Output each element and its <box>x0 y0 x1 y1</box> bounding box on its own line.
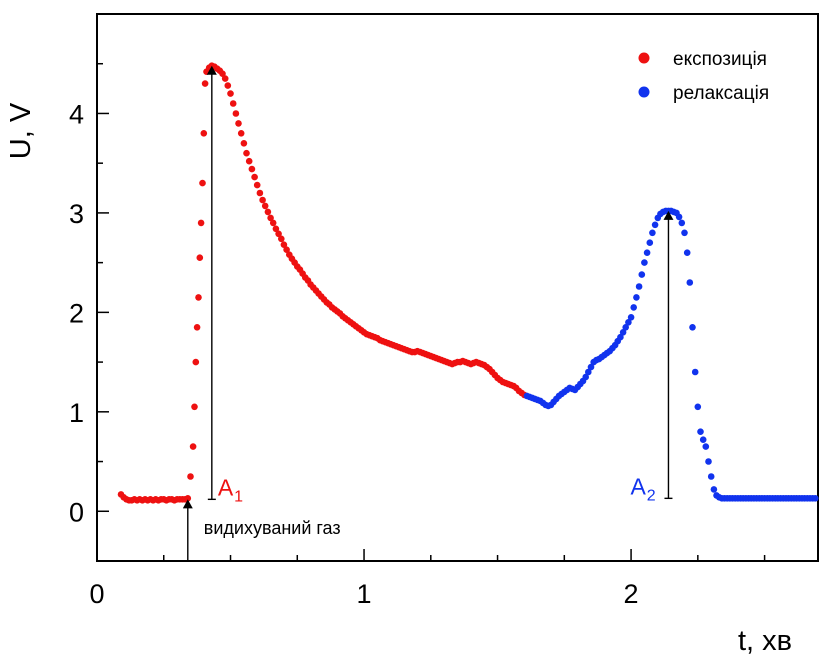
exposure-point <box>253 181 261 189</box>
relaxation-point <box>617 333 624 341</box>
relaxation-point <box>699 436 707 444</box>
y-axis-title: U, V <box>5 102 37 159</box>
exposure-point <box>200 130 208 137</box>
exposure-point <box>193 324 201 331</box>
exposure-point <box>189 443 197 450</box>
y-tick-label: 0 <box>69 497 84 527</box>
exposure-point <box>240 140 248 147</box>
exposure-point <box>280 241 288 248</box>
exposure-point <box>235 120 242 127</box>
x-tick-label: 0 <box>89 579 104 609</box>
annotations: A1 A2 видихуваний газ <box>182 65 674 561</box>
relaxation-point <box>625 319 632 326</box>
plot-frame <box>96 13 819 562</box>
exposure-point <box>278 235 285 243</box>
relaxation-point <box>641 259 648 266</box>
exposure-point <box>272 225 280 233</box>
relaxation-point <box>643 249 651 256</box>
exposure-point <box>219 70 226 77</box>
relaxation-point <box>686 279 694 286</box>
tick-labels: 0 1 2 0 1 2 3 4 <box>69 99 639 609</box>
relaxation-point <box>587 363 595 371</box>
exposure-point <box>256 189 264 197</box>
exposure-point <box>243 149 250 157</box>
y-tick-label: 2 <box>69 298 84 328</box>
x-axis-title: t, хв <box>738 625 792 657</box>
exposure-point <box>184 495 192 502</box>
exposure-point <box>221 75 229 82</box>
relaxation-point <box>812 495 819 502</box>
amplitude-label-a1: A1 <box>218 474 243 505</box>
exposure-point <box>195 294 202 301</box>
relaxation-point <box>627 314 635 321</box>
exposure-point <box>245 157 253 165</box>
exposure-point <box>237 130 245 137</box>
data-points <box>117 62 819 504</box>
relaxation-point <box>638 271 646 278</box>
exposure-point <box>199 179 206 187</box>
exposure-point <box>232 110 240 117</box>
relaxation-point <box>630 304 637 311</box>
exposure-point <box>187 473 194 480</box>
legend-marker-exposure <box>638 52 650 64</box>
x-tick-label: 1 <box>357 579 372 609</box>
exposure-point <box>192 358 200 366</box>
relaxation-point <box>683 249 691 256</box>
exposure-point <box>191 403 198 411</box>
exposure-point <box>224 82 232 89</box>
relaxation-point <box>622 324 629 331</box>
relaxation-point <box>646 239 654 246</box>
relaxation-point <box>681 229 688 237</box>
axis-ticks <box>97 62 766 561</box>
relaxation-point <box>675 213 683 221</box>
relaxation-point <box>649 229 656 237</box>
relaxation-point <box>635 283 643 290</box>
exposure-point <box>259 196 266 204</box>
amplitude-label-a2: A2 <box>630 473 655 504</box>
relaxation-point <box>697 428 704 436</box>
relaxation-point <box>678 219 686 227</box>
legend-label-exposure: експозиція <box>673 49 767 70</box>
legend: експозиція релаксація <box>638 49 769 104</box>
y-tick-label: 3 <box>69 199 84 229</box>
relaxation-point <box>702 443 710 450</box>
exposure-point <box>229 100 237 107</box>
exposure-point <box>197 219 205 227</box>
exhaled-gas-label: видихуваний газ <box>204 518 341 538</box>
exposure-point <box>269 219 277 227</box>
relaxation-point <box>705 458 712 465</box>
exposure-point <box>283 246 290 253</box>
exposure-point <box>227 90 234 97</box>
relaxation-point <box>651 221 659 229</box>
legend-label-relaxation: релаксація <box>673 83 769 104</box>
exposure-point <box>275 230 282 238</box>
exposure-point <box>196 254 204 261</box>
exposure-point <box>264 208 272 216</box>
relaxation-point <box>710 486 718 493</box>
x-tick-label: 2 <box>624 579 639 609</box>
exposure-point <box>201 80 209 87</box>
exposure-point <box>267 214 274 222</box>
exposure-point <box>248 165 256 173</box>
relaxation-point <box>582 373 589 381</box>
legend-marker-relaxation <box>638 86 650 98</box>
y-tick-label: 1 <box>69 398 84 428</box>
relaxation-point <box>633 294 640 301</box>
y-tick-label: 4 <box>69 99 84 129</box>
relaxation-point <box>707 473 715 480</box>
relaxation-point <box>691 368 699 376</box>
relaxation-point <box>694 403 702 411</box>
exposure-point <box>251 173 258 181</box>
relaxation-point <box>619 329 627 336</box>
relaxation-point <box>585 368 592 376</box>
exposure-point <box>261 202 269 210</box>
relaxation-point <box>689 324 696 331</box>
